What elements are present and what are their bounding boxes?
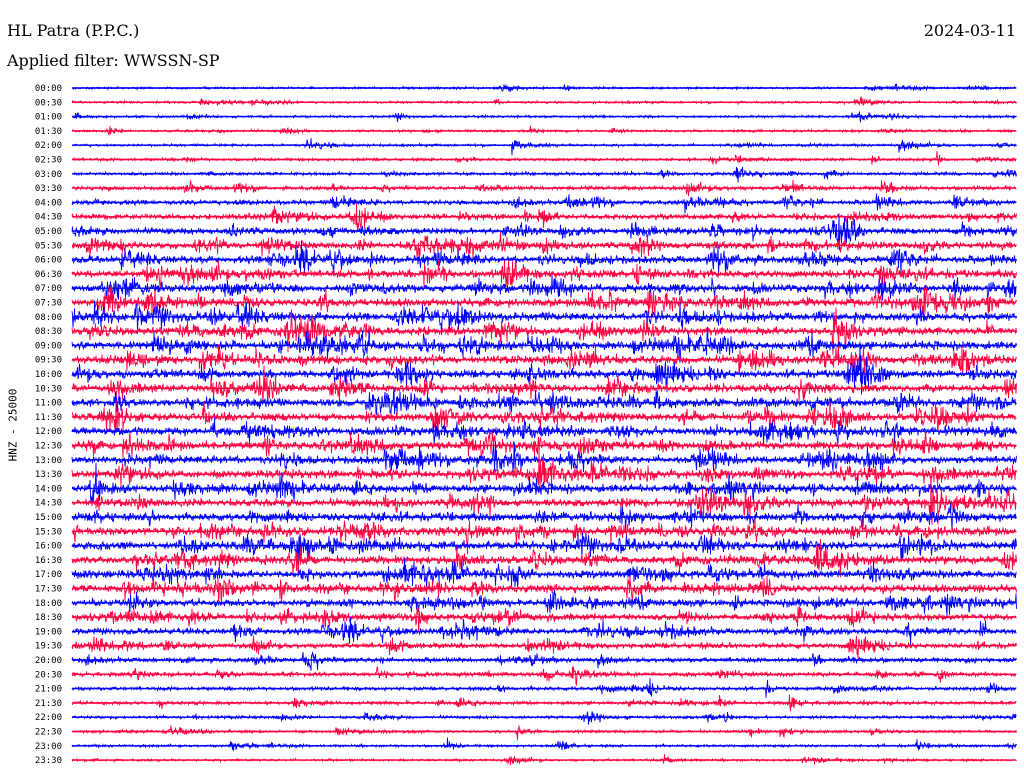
time-label: 19:00: [35, 627, 62, 637]
time-label: 19:30: [35, 642, 62, 652]
time-label: 03:00: [35, 170, 62, 180]
time-label: 23:30: [35, 756, 62, 766]
time-label: 18:30: [35, 613, 62, 623]
time-label: 07:30: [35, 299, 62, 309]
time-label: 07:00: [35, 284, 62, 294]
station-title: HL Patra (P.P.C.): [7, 21, 140, 40]
seismic-trace: [71, 539, 1017, 578]
time-label: 23:00: [35, 742, 62, 752]
time-label: 06:30: [35, 270, 62, 280]
seismic-trace: [72, 151, 1017, 166]
time-label: 05:00: [35, 227, 62, 237]
time-label: 16:00: [35, 542, 62, 552]
time-label: 13:30: [35, 470, 62, 480]
time-label: 11:30: [35, 413, 62, 423]
time-label: 14:30: [35, 499, 62, 509]
seismic-trace: [71, 502, 1017, 531]
time-label: 15:00: [35, 513, 62, 523]
seismic-trace: [71, 166, 1017, 183]
time-label: 21:30: [35, 699, 62, 709]
seismic-trace: [71, 737, 1017, 751]
time-label: 17:00: [35, 570, 62, 580]
time-label: 20:30: [35, 670, 62, 680]
time-label: 01:00: [35, 113, 62, 123]
seismic-trace: [71, 284, 1017, 319]
time-label: 00:30: [35, 98, 62, 108]
seismic-trace: [71, 725, 1017, 741]
time-label: 02:30: [35, 156, 62, 166]
time-label: 00:00: [35, 84, 62, 94]
time-label: 01:30: [35, 127, 62, 137]
time-label: 04:00: [35, 198, 62, 208]
seismic-trace: [71, 635, 1017, 660]
time-label: 12:30: [35, 442, 62, 452]
time-label: 10:00: [35, 370, 62, 380]
time-label: 10:30: [35, 384, 62, 394]
seismic-trace: [71, 400, 1017, 435]
time-label: 04:30: [35, 213, 62, 223]
time-label: 06:00: [35, 256, 62, 266]
seismic-trace: [71, 449, 1017, 493]
seismic-trace: [71, 711, 1017, 725]
seismic-trace: [71, 650, 1017, 671]
time-label: 02:00: [35, 141, 62, 151]
time-label: 12:00: [35, 427, 62, 437]
time-label: 18:00: [35, 599, 62, 609]
time-label: 20:00: [35, 656, 62, 666]
seismic-trace: [71, 666, 1017, 687]
seismic-trace: [71, 606, 1017, 632]
time-label: 15:30: [35, 527, 62, 537]
seismic-trace: [71, 517, 1017, 555]
time-label: 22:30: [35, 728, 62, 738]
seismic-trace: [71, 110, 1017, 123]
seismic-trace: [71, 231, 1017, 259]
seismic-trace: [71, 341, 1017, 395]
date-label: 2024-03-11: [923, 21, 1016, 40]
time-label: 11:00: [35, 399, 62, 409]
time-label: 03:30: [35, 184, 62, 194]
filter-label: Applied filter: WWSSN-SP: [7, 51, 220, 70]
seismic-trace: [71, 240, 1017, 276]
time-label: 17:30: [35, 585, 62, 595]
time-label: 08:00: [35, 313, 62, 323]
time-label: 14:00: [35, 484, 62, 494]
time-label: 05:30: [35, 241, 62, 251]
time-label: 08:30: [35, 327, 62, 337]
time-label: 13:00: [35, 456, 62, 466]
time-label: 21:00: [35, 685, 62, 695]
seismic-trace: [71, 138, 1017, 156]
time-label: 16:30: [35, 556, 62, 566]
time-label: 09:30: [35, 356, 62, 366]
time-label: 09:00: [35, 341, 62, 351]
time-label: 22:00: [35, 713, 62, 723]
seismic-trace: [71, 344, 1017, 375]
